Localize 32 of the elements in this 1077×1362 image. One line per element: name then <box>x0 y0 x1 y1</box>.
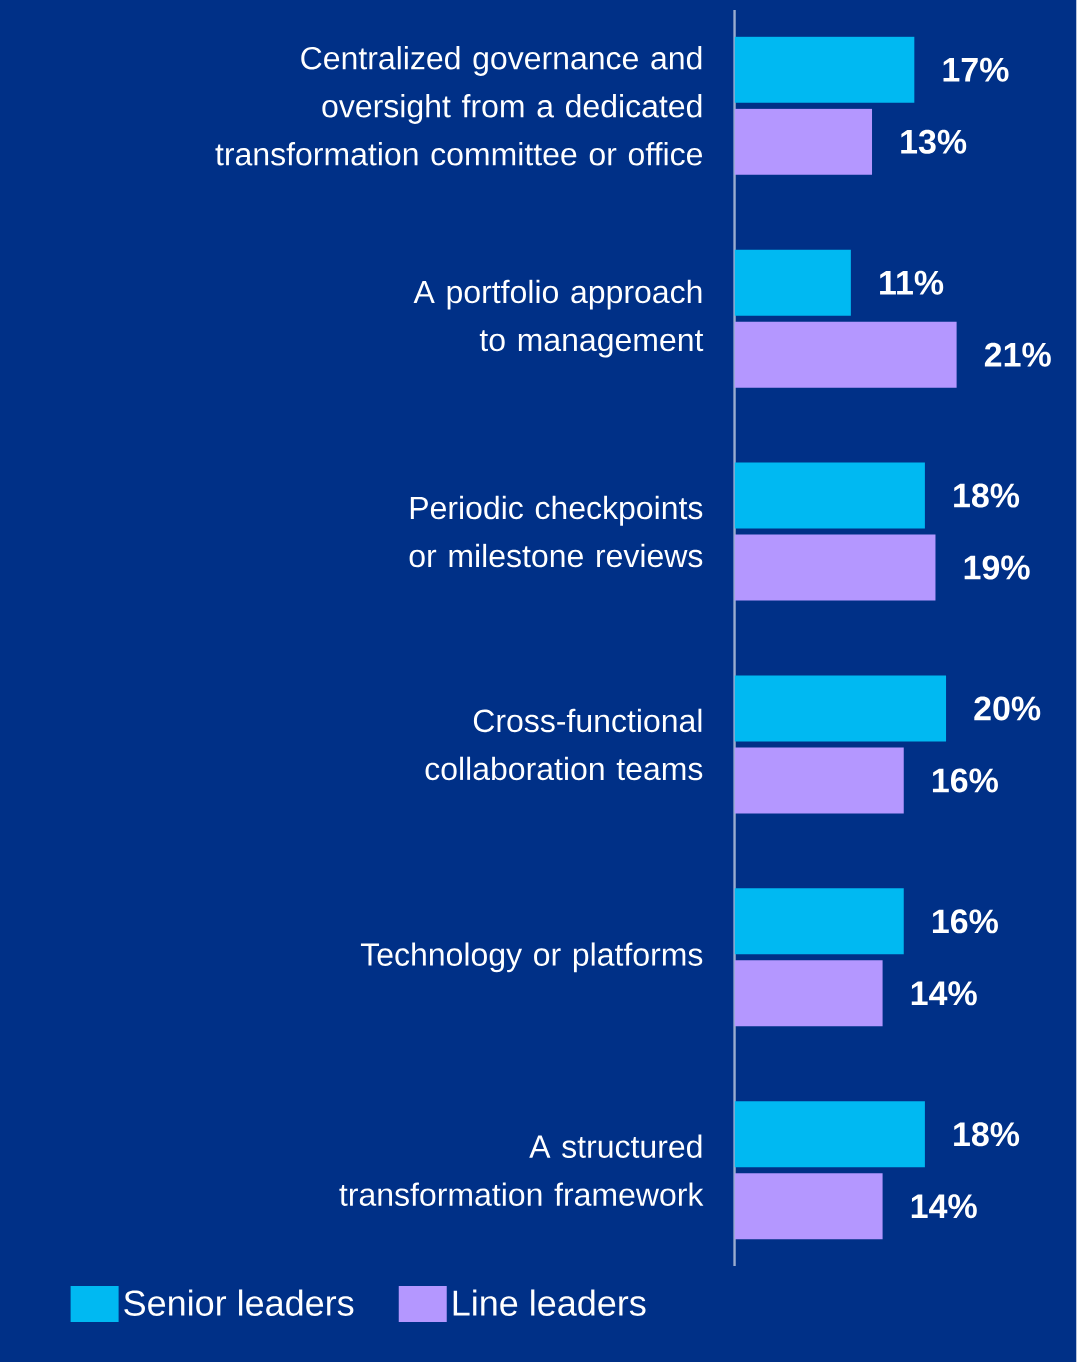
legend-label: Senior leaders <box>124 1289 354 1316</box>
data-label: 14% <box>912 1194 978 1219</box>
y-tick-label: A structured transformation framework <box>339 1134 704 1206</box>
data-label: 16% <box>933 909 999 934</box>
data-label: 16% <box>933 768 999 793</box>
bar <box>734 747 904 814</box>
bar <box>734 960 883 1027</box>
bar <box>734 1173 883 1240</box>
data-label: 14% <box>912 981 978 1006</box>
data-label: 18% <box>954 483 1020 508</box>
data-label: 20% <box>974 696 1041 721</box>
bar <box>734 534 936 601</box>
data-label: 17% <box>943 57 1009 82</box>
y-tick-label: A portfolio approach to management <box>413 279 704 358</box>
y-tick-label: Cross-functional collaboration teams <box>425 708 703 781</box>
bar <box>734 249 852 316</box>
legend-label: Line leaders <box>453 1289 646 1316</box>
data-label: 21% <box>985 342 1052 367</box>
bar <box>734 888 904 955</box>
bar <box>734 321 957 388</box>
data-label: 13% <box>901 129 967 154</box>
bar <box>734 36 915 103</box>
data-label: 18% <box>954 1122 1020 1147</box>
y-tick-label: Centralized governance and oversight from a dedicated transformation committee or office <box>215 46 703 166</box>
bar <box>734 1101 926 1168</box>
bar <box>734 462 926 529</box>
y-tick-label: Technology or platforms <box>361 942 703 973</box>
bar <box>734 108 873 175</box>
y-tick-label: Periodic checkpoints or milestone reviews <box>409 495 703 568</box>
bar <box>734 675 947 742</box>
data-label: 19% <box>964 555 1030 580</box>
data-label: 11% <box>880 270 944 295</box>
